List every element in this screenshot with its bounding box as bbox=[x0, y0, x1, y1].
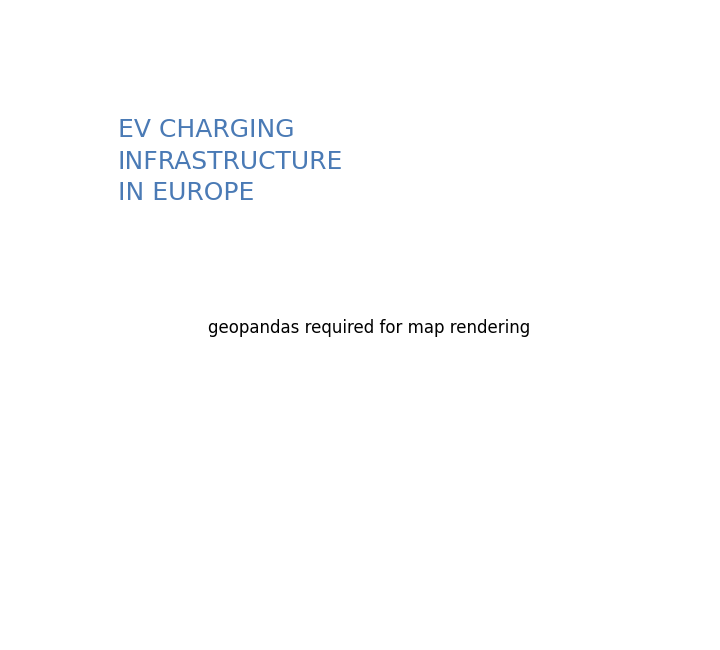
Text: EV CHARGING
INFRASTRUCTURE
IN EUROPE: EV CHARGING INFRASTRUCTURE IN EUROPE bbox=[118, 118, 343, 205]
Text: geopandas required for map rendering: geopandas required for map rendering bbox=[208, 319, 530, 337]
